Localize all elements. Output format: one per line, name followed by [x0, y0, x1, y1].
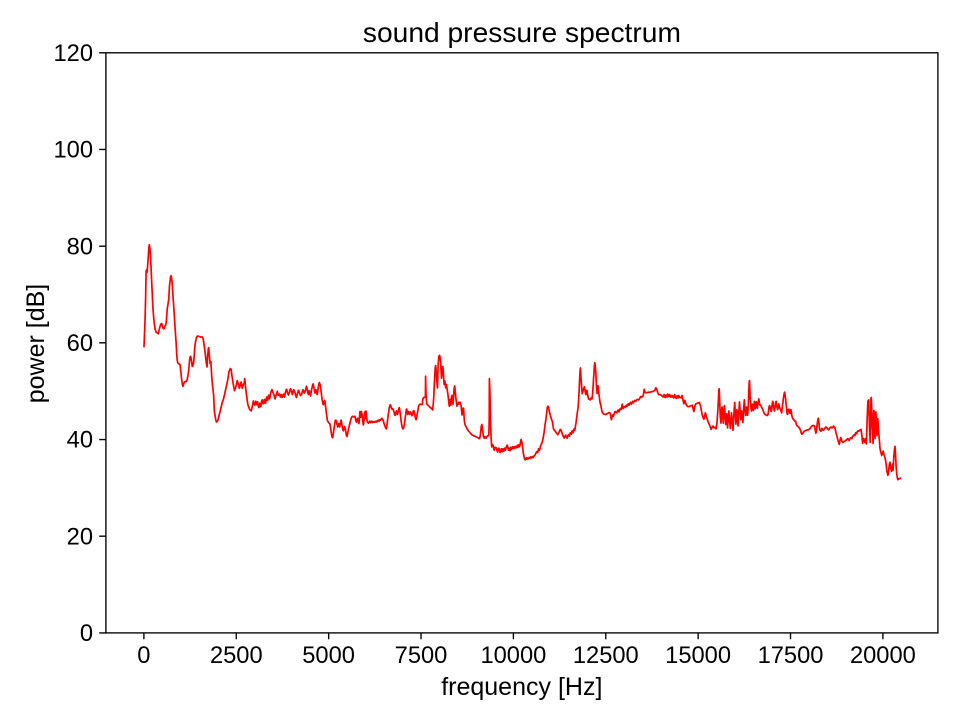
svg-text:0: 0: [137, 643, 150, 669]
svg-text:120: 120: [53, 41, 93, 67]
svg-text:power [dB]: power [dB]: [22, 284, 50, 404]
svg-text:10000: 10000: [480, 643, 546, 669]
svg-text:5000: 5000: [302, 643, 355, 669]
svg-text:7500: 7500: [395, 643, 448, 669]
svg-text:17500: 17500: [758, 643, 824, 669]
svg-text:80: 80: [67, 234, 93, 260]
svg-text:12500: 12500: [573, 643, 639, 669]
svg-text:20000: 20000: [850, 643, 916, 669]
svg-text:60: 60: [67, 331, 93, 357]
svg-text:0: 0: [80, 621, 93, 647]
svg-text:frequency [Hz]: frequency [Hz]: [441, 673, 602, 701]
svg-text:2500: 2500: [210, 643, 263, 669]
svg-text:sound pressure spectrum: sound pressure spectrum: [363, 16, 681, 48]
svg-text:20: 20: [67, 524, 93, 550]
svg-text:100: 100: [53, 138, 93, 164]
svg-text:40: 40: [67, 428, 93, 454]
svg-text:15000: 15000: [665, 643, 731, 669]
